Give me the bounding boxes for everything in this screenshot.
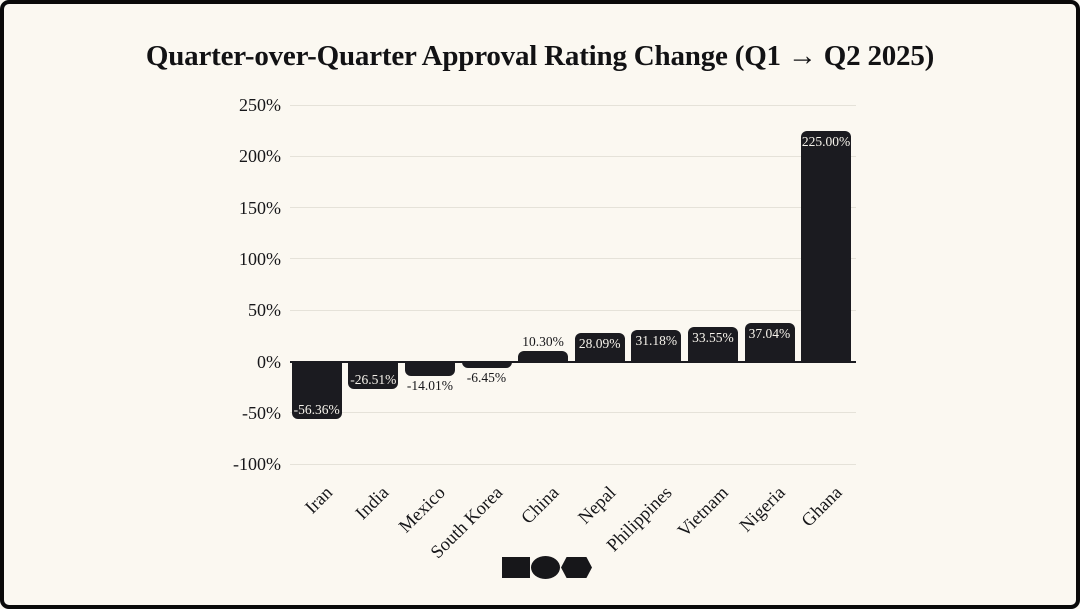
y-axis-tick-label: 150% [239,197,281,218]
bar-value-label: -56.36% [293,402,340,418]
bar-nepal [574,332,625,362]
x-axis-label-vietnam: Vietnam [674,483,734,542]
bar-value-label: 31.18% [635,332,678,348]
y-axis-tick-label: 50% [248,300,281,321]
bar-india [348,361,399,389]
zero-axis-line [290,360,856,363]
gridline--100% [290,463,856,465]
bar-value-label: 28.09% [578,335,621,351]
x-axis-label-mexico: Mexico [395,483,451,538]
x-axis-label-iran: Iran [301,483,337,519]
bar-value-label: 225.00% [801,133,851,149]
bar-value-label: -26.51% [350,371,397,387]
bar-value-label: -14.01% [406,377,453,393]
bar-ghana [801,130,852,362]
gridline--50% [290,412,856,414]
x-axis-label-ghana: Ghana [797,483,847,532]
y-axis-tick-label: 0% [257,351,281,372]
x-axis-label-nigeria: Nigeria [736,483,790,537]
bar-value-label: 37.04% [748,326,791,342]
x-axis-label-china: China [517,483,564,529]
gridline-100% [290,258,856,260]
circle-icon [531,556,560,579]
chart-title: Quarter-over-Quarter Approval Rating Cha… [145,40,935,72]
y-axis-tick-label: -100% [233,454,281,475]
x-axis-label-nepal: Nepal [574,483,620,529]
y-axis-tick-label: 200% [239,146,281,167]
bar-south-korea [461,361,512,369]
gridline-50% [290,309,856,311]
bar-vietnam [687,327,738,362]
y-axis-tick-label: 250% [239,95,281,115]
bar-nigeria [744,323,795,362]
hexagon-icon [561,557,592,578]
square-icon [502,557,530,578]
bar-iran [291,361,342,420]
gridline-150% [290,207,856,209]
footer-logo [502,556,592,579]
bar-value-label: -6.45% [466,370,507,386]
y-axis-tick-label: 100% [239,248,281,269]
bar-philippines [631,329,682,362]
bar-mexico [404,361,455,376]
bar-value-label: 10.30% [522,333,564,349]
x-axis-label-india: India [352,483,394,525]
y-axis-tick-label: -50% [242,402,281,423]
bar-china [518,350,569,362]
gridline-250% [290,104,856,106]
gridline-200% [290,155,856,157]
bar-value-label: 33.55% [692,330,734,346]
